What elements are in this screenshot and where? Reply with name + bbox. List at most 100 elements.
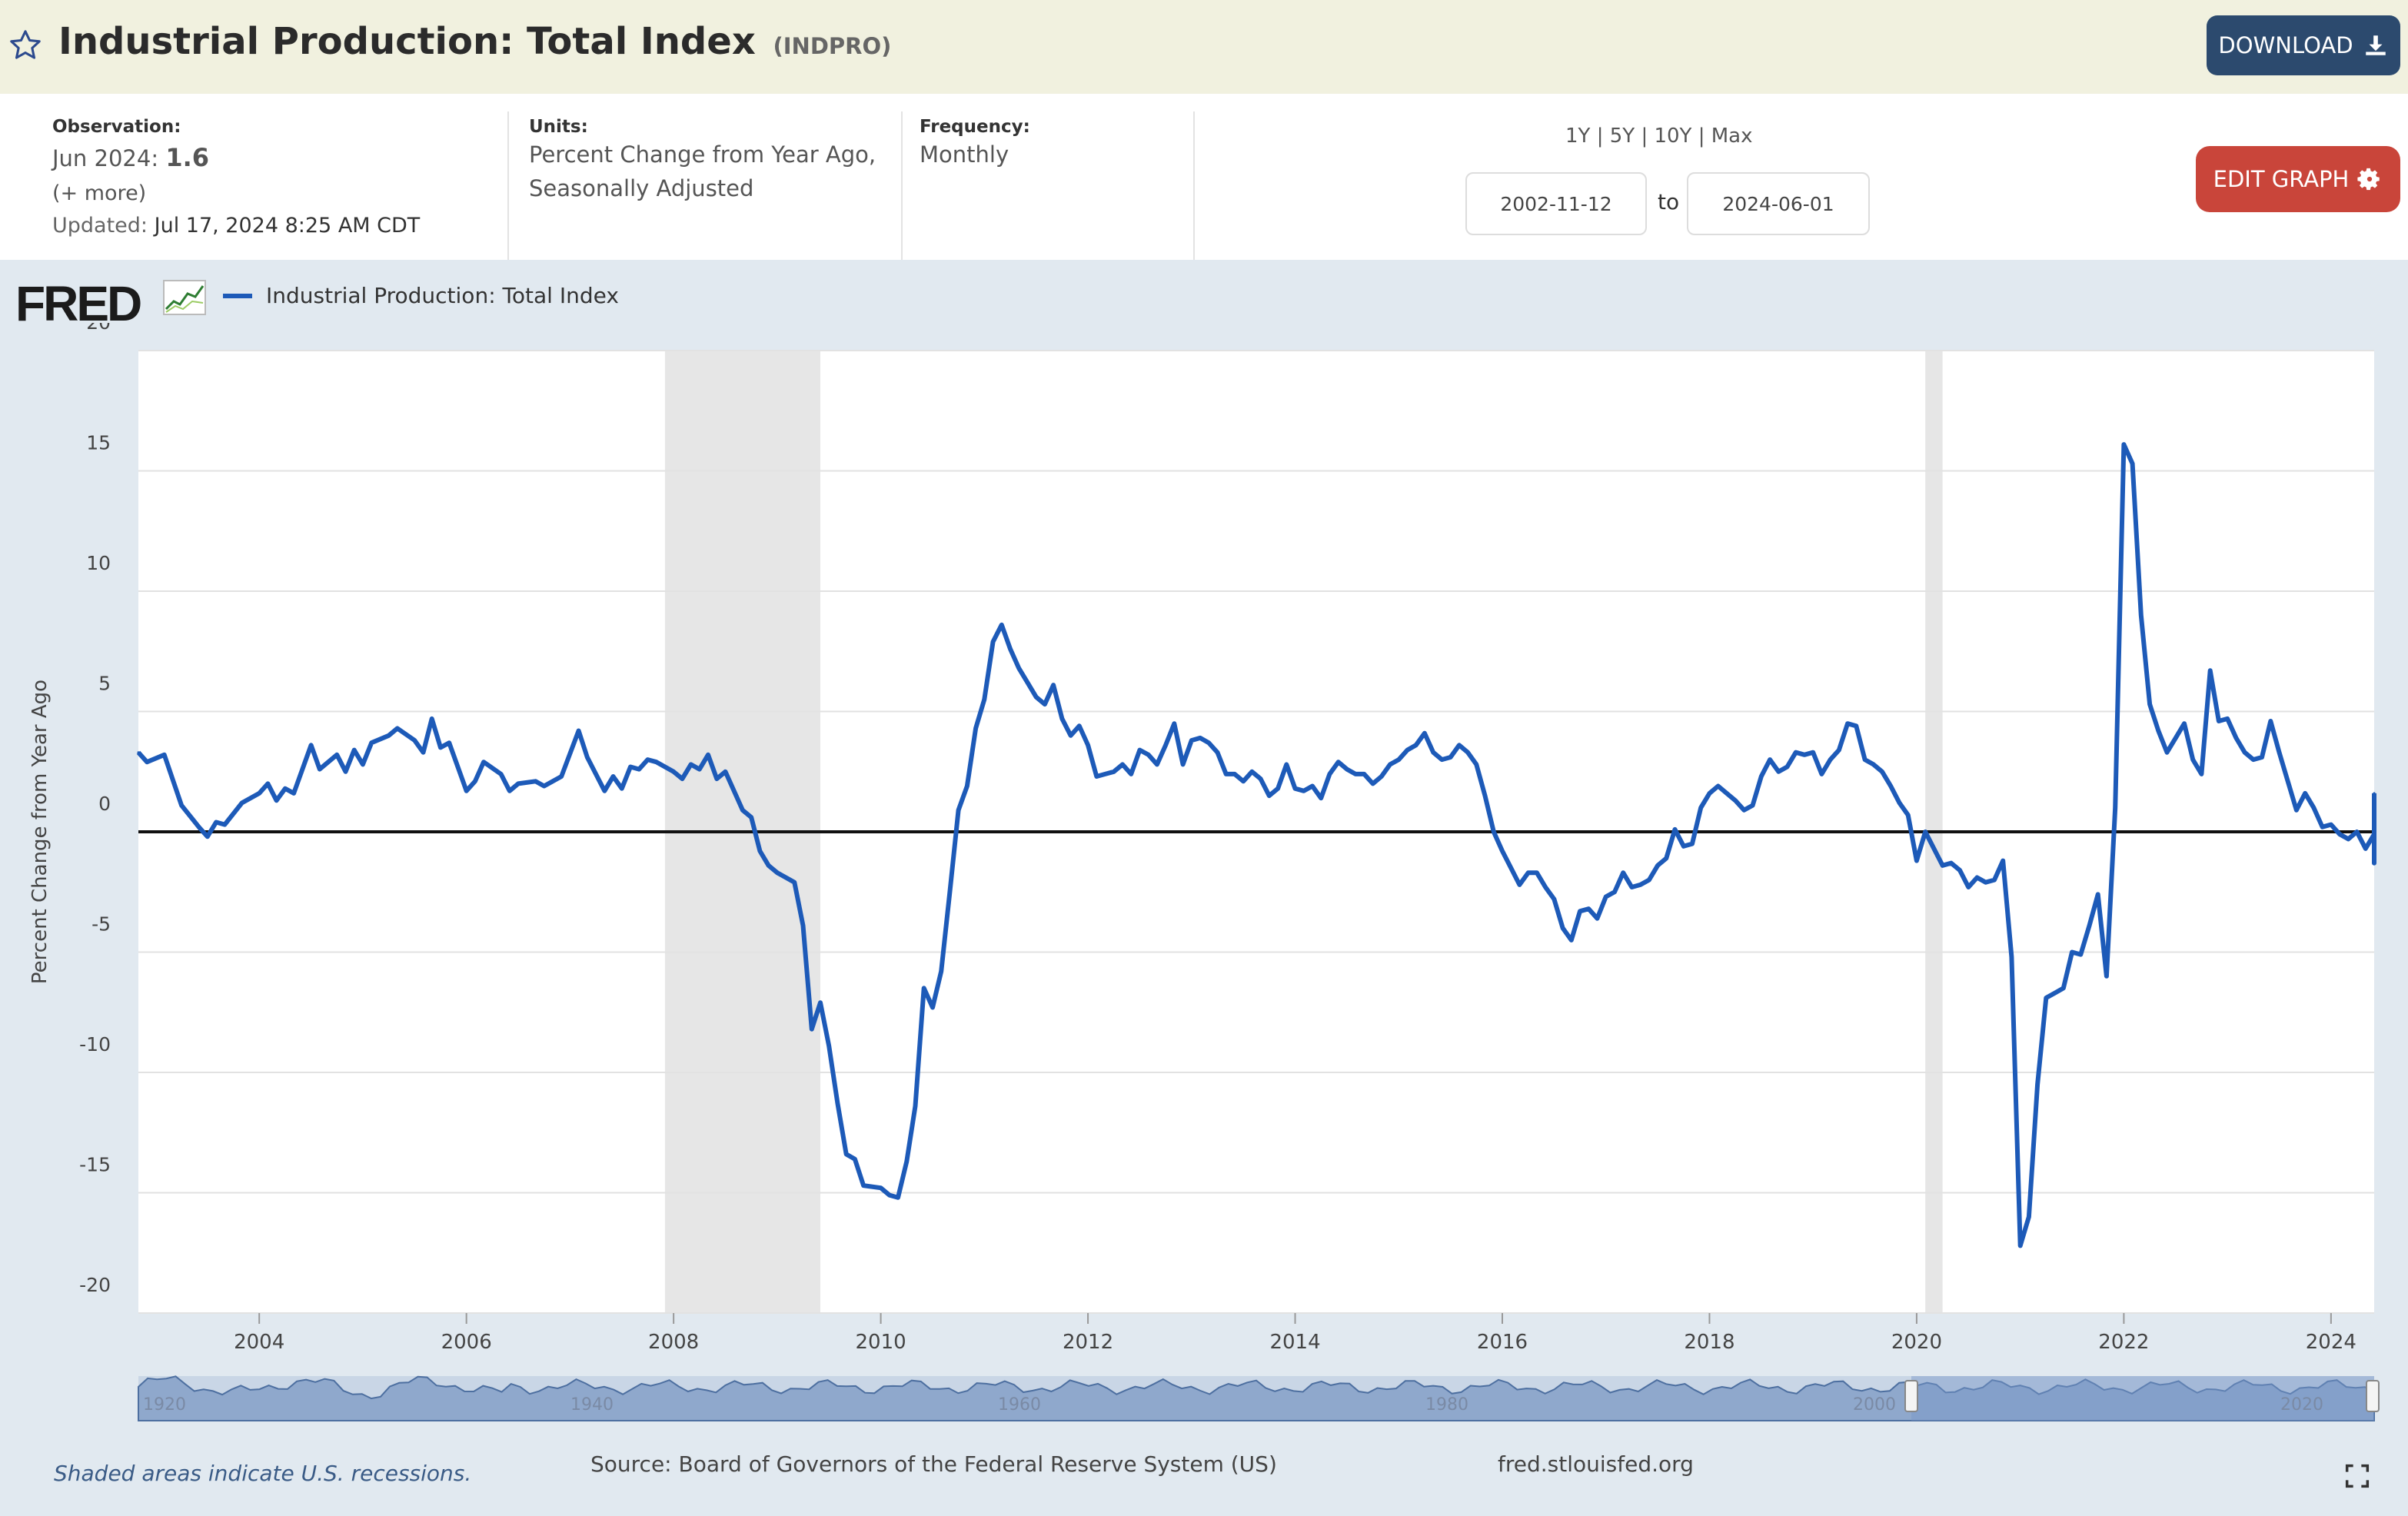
data-point [2373,792,2376,795]
end-date-input[interactable]: 2024-06-01 [1687,172,1870,235]
data-point [1950,862,1953,865]
data-point [1699,806,1702,810]
data-point [1665,856,1668,859]
data-point [1035,696,1038,699]
edit-graph-button[interactable]: EDIT GRAPH [2196,146,2400,212]
data-point [758,849,761,853]
data-point [2027,1215,2031,1218]
data-point [655,760,658,763]
observation-value: 1.6 [165,143,210,172]
star-icon[interactable] [8,28,43,63]
fred-logo-text: FRED [15,276,142,331]
more-observations-link[interactable]: (+ more) [52,181,147,205]
observation-date: Jun 2024: [52,145,159,171]
data-point [310,743,313,746]
quick-range-links: 1Y | 5Y | 10Y | Max [1565,125,1753,148]
data-point [612,775,614,778]
data-point [1846,722,1849,725]
data-point [1708,792,1711,795]
navigator-tick-label: 1960 [998,1395,1041,1415]
data-point [1216,751,1219,754]
data-point [2373,821,2376,823]
fullscreen-icon[interactable] [2345,1464,2370,1488]
source-text: Source: Board of Governors of the Federa… [590,1451,1277,1477]
data-point [1026,681,1029,684]
data-point [1889,785,1892,787]
data-point [1527,871,1530,874]
navigator-handle[interactable] [1904,1380,1918,1412]
page-title: Industrial Production: Total Index (INDP… [58,20,891,63]
data-point [931,1006,934,1009]
data-point [1440,758,1443,761]
x-tick-label: 2016 [1477,1331,1528,1354]
data-point [439,746,442,749]
data-point [474,780,477,783]
data-point [1552,898,1555,901]
data-point [923,986,926,989]
range-5y[interactable]: 5Y [1609,125,1635,148]
data-point [465,790,468,793]
data-point [137,751,140,754]
data-point [1086,743,1089,746]
data-point [1587,907,1590,910]
info-bar [0,94,2408,260]
range-max[interactable]: Max [1711,125,1753,148]
data-point [2174,736,2177,740]
data-point [335,753,338,756]
data-point [974,726,977,730]
y-tick-label: -15 [79,1154,111,1176]
navigator-tick-label: 1920 [143,1395,186,1415]
data-point [413,739,416,742]
data-point [318,768,321,771]
data-point [2062,986,2065,989]
data-point [1751,804,1754,807]
data-point [543,785,546,787]
data-point [2010,956,2013,959]
data-point [1630,886,1633,889]
data-point [2131,462,2134,465]
updated-row: Updated: Jul 17, 2024 8:25 AM CDT [52,209,420,242]
data-point [707,753,710,756]
data-point [1060,717,1063,720]
data-point [1337,760,1340,763]
data-point [2373,843,2376,846]
y-tick-label: 10 [86,552,111,574]
header-bar [0,0,2408,94]
data-point [2105,975,2108,978]
range-1y[interactable]: 1Y [1565,125,1591,148]
data-point [2373,837,2376,840]
data-point [698,768,701,771]
range-10y[interactable]: 10Y [1654,125,1692,148]
data-point [1742,809,1745,812]
navigator-handle[interactable] [2366,1380,2380,1412]
data-point [1924,830,1927,833]
data-point [2166,751,2168,754]
data-point [396,726,399,730]
frequency-label: Frequency: [920,117,1030,137]
data-point [1138,749,1141,752]
data-point [2373,833,2376,836]
data-point [387,734,391,737]
data-point [827,1045,830,1048]
data-point [482,760,485,763]
data-point [1389,763,1392,766]
data-point [534,780,537,783]
data-point [1872,763,1875,766]
data-point [888,1194,891,1197]
data-point [2054,992,2057,995]
data-point [793,881,796,884]
data-point [1397,758,1400,761]
data-point [2217,720,2220,723]
navigator-overview [138,1375,2375,1421]
data-point [2036,1083,2039,1086]
download-button[interactable]: DOWNLOAD [2207,15,2400,75]
fred-logo[interactable]: FRED [15,275,142,332]
data-point [1423,732,1426,735]
data-point [2234,736,2237,740]
data-point [1250,770,1253,773]
data-point [1345,768,1349,771]
data-point [724,770,727,773]
data-point [1777,770,1780,773]
start-date-input[interactable]: 2002-11-12 [1465,172,1647,235]
data-point [896,1196,900,1199]
